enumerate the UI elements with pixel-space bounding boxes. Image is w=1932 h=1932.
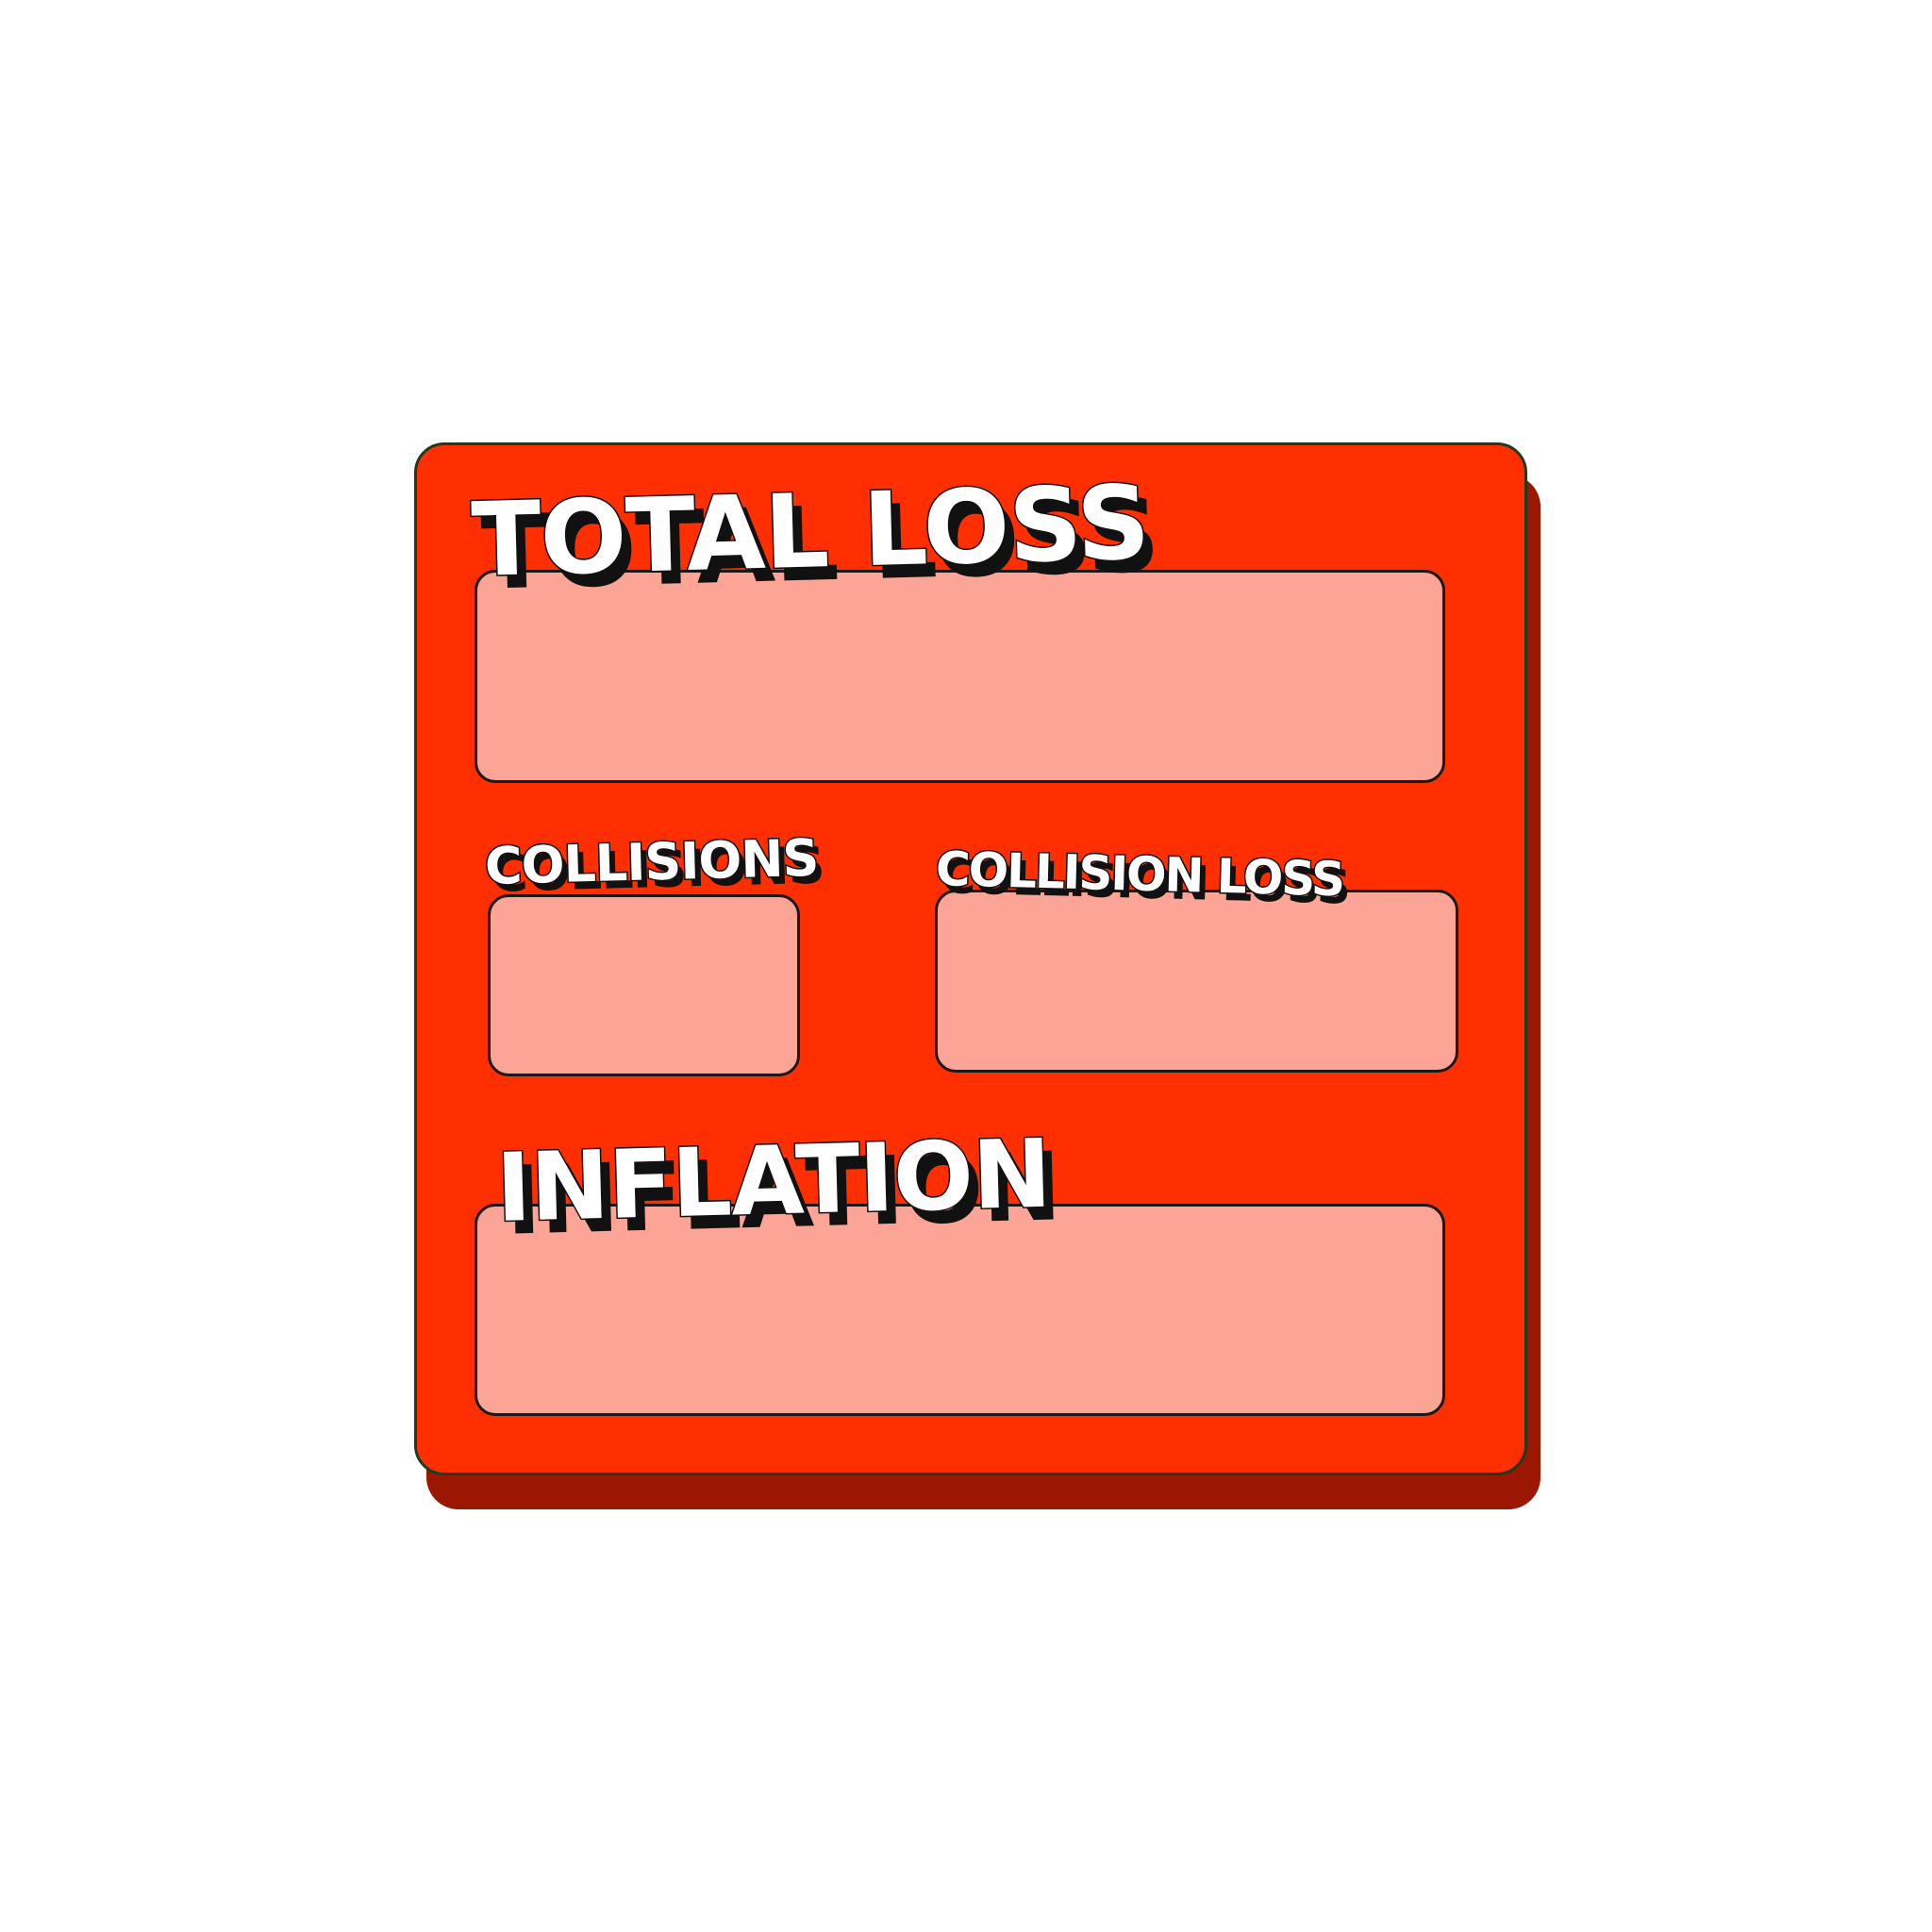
collision-loss-label: COLLISION LOSS <box>934 841 1346 908</box>
collision-loss-field <box>935 890 1458 1073</box>
inflation-field <box>475 1204 1445 1416</box>
inflation-label: INFLATION <box>493 1117 1054 1244</box>
total-loss-field <box>475 570 1445 783</box>
collisions-field <box>488 894 800 1076</box>
collisions-label: COLLISIONS <box>483 826 821 897</box>
total-loss-label: TOTAL LOSS <box>469 463 1152 602</box>
